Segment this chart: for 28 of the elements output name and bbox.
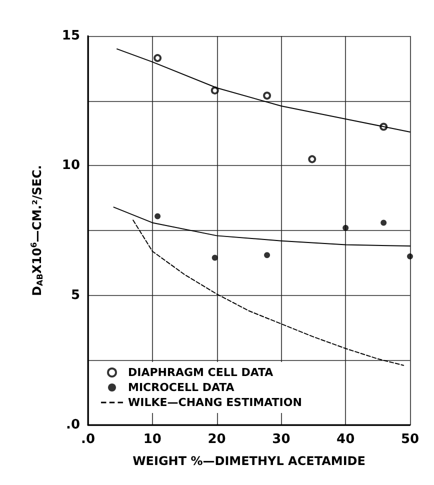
line-series: [116, 48, 410, 132]
point: [154, 213, 161, 220]
x-tick-label: 40: [336, 432, 355, 447]
y-tick-label: .0: [66, 418, 80, 432]
y-tick-label: 10: [62, 158, 80, 174]
line-series: [132, 220, 404, 366]
point: [407, 253, 413, 260]
x-tick-label: 30: [272, 432, 290, 447]
x-axis-title: WEIGHT %—DIMETHYL ACETAMIDE: [132, 454, 366, 468]
legend-label: DIAPHRAGM CELL DATA: [128, 366, 274, 379]
legend-label: MICROCELL DATA: [128, 381, 235, 394]
point: [210, 86, 219, 94]
point: [380, 220, 387, 226]
point: [342, 224, 349, 231]
x-tick-label: 50: [400, 432, 420, 447]
point: [212, 254, 218, 261]
y-axis-title: DABX106—CM.²/SEC.: [30, 165, 44, 296]
x-tick-label: 10: [143, 432, 162, 447]
point: [154, 54, 162, 62]
legend-label: WILKE—CHANG ESTIMATION: [128, 396, 302, 409]
point: [264, 252, 270, 258]
x-tick-label: .0: [81, 432, 95, 447]
y-tick-label: 15: [62, 28, 80, 44]
line-series: [113, 206, 410, 247]
y-tick-label: 5: [70, 288, 80, 303]
x-tick-label: 20: [208, 432, 226, 447]
point: [308, 155, 316, 164]
point: [263, 92, 272, 100]
